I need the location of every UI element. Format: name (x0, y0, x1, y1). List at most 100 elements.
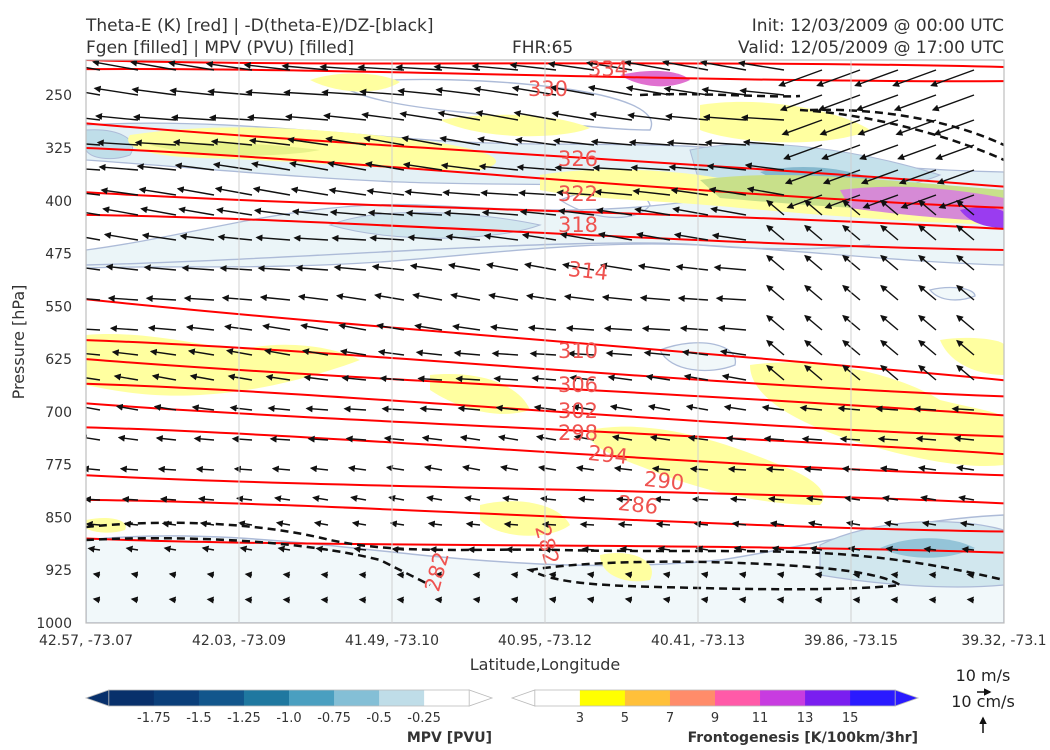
wind-arrow (737, 60, 785, 71)
wind-arrow (513, 110, 557, 121)
wind-arrow (778, 69, 823, 87)
wind-arrow (573, 434, 595, 442)
fgen-yellow-right-650 (940, 337, 1004, 375)
wind-arrow (107, 294, 139, 302)
wind-arrow (145, 295, 177, 303)
x-axis: 42.57, -73.07 42.03, -73.09 41.49, -73.10 4… (39, 60, 1047, 649)
wind-arrow (579, 521, 595, 529)
wind-arrow (744, 162, 785, 171)
wind-arrow (804, 224, 823, 241)
wind-arrow (170, 114, 215, 122)
wind-arrow (781, 119, 823, 136)
wind-arrow (119, 465, 139, 473)
wind-arrow (86, 192, 101, 196)
wind-arrow (169, 87, 215, 96)
theta-e-contours (86, 60, 1004, 554)
wind-arrow (657, 545, 671, 553)
wind-arrow (424, 464, 443, 472)
wind-arrow (163, 545, 177, 553)
wind-arrow (138, 186, 177, 196)
wind-arrow (837, 405, 861, 413)
wind-arrow (525, 293, 557, 301)
colorbar-tick-label: 9 (711, 711, 719, 726)
colorbar-swatch (108, 690, 155, 706)
wind-arrow (725, 435, 747, 443)
wind-arrow (617, 521, 633, 529)
theta-e-contour (86, 402, 1004, 456)
wind-arrow (563, 293, 595, 301)
theta-e-label: 314 (567, 257, 609, 285)
title-left-1: Theta-E (K) [red] | -D(theta-E)/DZ-[blac… (85, 16, 434, 36)
wind-arrow (893, 94, 937, 112)
wind-arrow (155, 435, 177, 443)
wind-arrow (599, 262, 633, 271)
wind-arrow (328, 187, 367, 196)
wind-arrow (245, 88, 291, 96)
wind-arrow (285, 113, 329, 121)
fgen-yellow-right-625 (750, 362, 1004, 466)
wind-arrow (663, 85, 709, 96)
wind-arrow (123, 520, 139, 528)
wind-arrow (117, 434, 139, 442)
wind-arrow (559, 231, 595, 241)
colorbar-swatch (715, 690, 761, 706)
wind-arrow (467, 546, 481, 554)
wind-arrow (609, 403, 633, 411)
wind-arrow (86, 236, 101, 241)
y-tick-label: 700 (45, 405, 72, 421)
wind-arrow (953, 435, 975, 443)
theta-e-contour (86, 339, 1004, 398)
wind-arrow (956, 284, 975, 301)
colorbar-outline (534, 689, 896, 707)
wind-arrow (587, 84, 633, 96)
wind-arrow (231, 435, 253, 443)
wind-arrow (710, 206, 747, 216)
wind-arrow (313, 520, 329, 528)
wind-arrow (645, 373, 671, 381)
wind-arrow (662, 571, 671, 579)
wind-arrow (518, 189, 557, 197)
wind-arrow (331, 234, 367, 242)
wind-arrow (585, 60, 633, 71)
wind-arrow (596, 207, 633, 216)
colorbar-swatch (805, 690, 851, 706)
wind-arrow (197, 495, 215, 503)
wind-arrow (527, 324, 557, 332)
wind-arrow (842, 339, 861, 356)
y-tick-label: 625 (45, 352, 72, 368)
wind-arrow (611, 434, 633, 442)
wind-arrow (597, 231, 633, 241)
colorbar-tick-label: 3 (576, 711, 584, 726)
wind-arrow (447, 262, 481, 271)
wind-arrow (766, 284, 785, 301)
wind-arrow (130, 596, 139, 604)
wind-arrow (361, 111, 405, 121)
wind-arrow (511, 85, 557, 96)
wind-arrow (325, 135, 367, 146)
wind-arrow (639, 294, 671, 302)
wind-arrow (936, 169, 975, 185)
wind-arrow (581, 546, 595, 553)
wind-arrow (562, 262, 595, 271)
wind-arrow (159, 495, 177, 503)
wind-arrow (307, 435, 329, 443)
wind-arrow (821, 144, 861, 161)
wind-arrow (471, 62, 519, 71)
wind-arrow (666, 139, 709, 147)
mpv-contour-3 (338, 78, 653, 131)
wind-arrow (407, 234, 443, 242)
wind-arrow (259, 294, 291, 302)
wind-arrow (366, 187, 405, 196)
wind-arrow (956, 254, 975, 271)
wind-arrow (207, 88, 253, 96)
wind-arrow (539, 495, 557, 503)
wind-arrow (673, 232, 709, 241)
wind-arrow (883, 520, 899, 528)
theta-e-label: 286 (617, 491, 659, 519)
wind-arrow (149, 348, 177, 356)
wind-arrow (283, 89, 329, 97)
theta-e-contour (86, 146, 1004, 209)
wind-arrow (185, 324, 215, 332)
wind-arrow (842, 254, 861, 271)
wind-arrow (255, 234, 291, 242)
